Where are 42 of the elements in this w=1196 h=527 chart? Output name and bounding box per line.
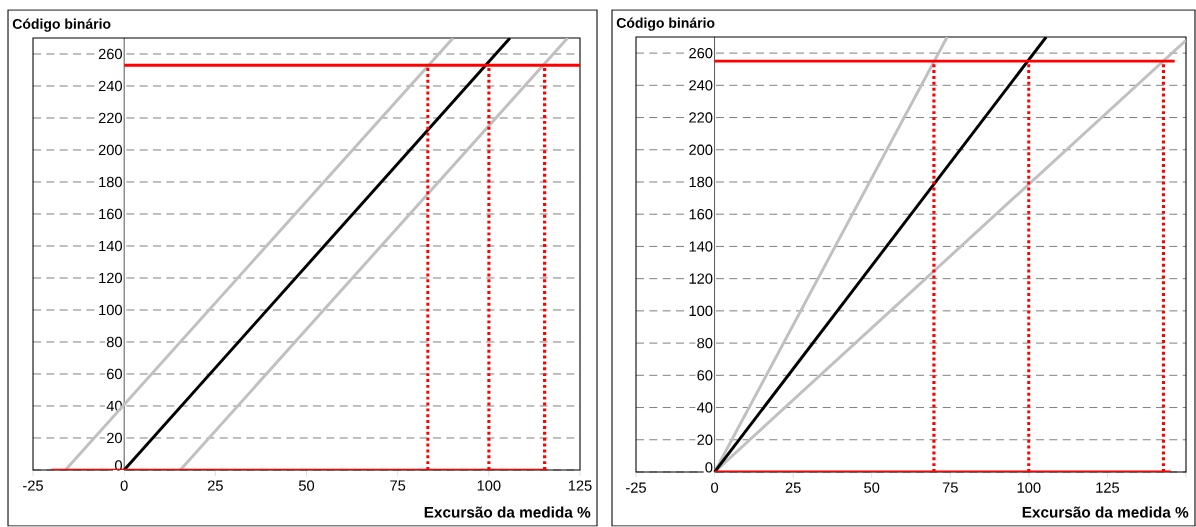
y-tick-label: 200	[689, 144, 713, 156]
y-tick-label: 60	[697, 370, 713, 381]
x-tick-label: 125	[1096, 482, 1120, 494]
x-tick-label: 25	[207, 480, 223, 492]
y-tick-label: 60	[107, 369, 122, 380]
x-tick-label: 50	[298, 480, 315, 492]
y-tick-label: 20	[697, 434, 713, 446]
x-axis-title: Excursão da medida %	[424, 506, 591, 518]
y-tick-label: 160	[689, 209, 713, 220]
y-axis-title: Código binário	[12, 18, 111, 32]
x-tick-label: 75	[942, 482, 958, 493]
y-tick-label: 260	[98, 49, 122, 60]
y-tick-label: 100	[689, 305, 713, 317]
y-tick-label: 140	[99, 241, 122, 252]
y-tick-label: 180	[99, 177, 122, 188]
y-tick-label: 180	[689, 177, 713, 188]
x-tick-label: 100	[477, 480, 501, 492]
y-tick-label: 220	[689, 112, 713, 123]
x-axis-title: Excursão da medida %	[1022, 506, 1189, 518]
y-tick-label: 260	[689, 48, 713, 59]
y-tick-label: 240	[689, 80, 713, 91]
y-tick-label: 200	[98, 145, 122, 156]
x-tick-label: -25	[23, 480, 43, 492]
x-tick-label: 50	[864, 482, 880, 494]
x-tick-label: 125	[568, 480, 592, 492]
y-tick-label: 160	[99, 209, 122, 220]
x-tick-label: 100	[1017, 482, 1041, 494]
x-tick-label: -25	[626, 482, 646, 494]
y-tick-label: 220	[98, 113, 122, 124]
y-tick-label: 20	[107, 433, 122, 444]
y-tick-label: 80	[106, 337, 122, 348]
x-tick-label: 25	[785, 482, 801, 494]
x-tick-label: 75	[390, 480, 406, 491]
y-tick-label: 40	[697, 402, 713, 413]
y-axis-title: Código binário	[616, 17, 715, 31]
y-tick-label: 100	[99, 305, 122, 316]
y-tick-label: 120	[689, 273, 713, 285]
y-tick-label: 240	[98, 81, 122, 92]
y-tick-label: 140	[689, 241, 713, 252]
y-tick-label: 120	[99, 273, 122, 284]
y-tick-label: 80	[697, 338, 713, 349]
y-tick-label: 0	[705, 462, 713, 473]
